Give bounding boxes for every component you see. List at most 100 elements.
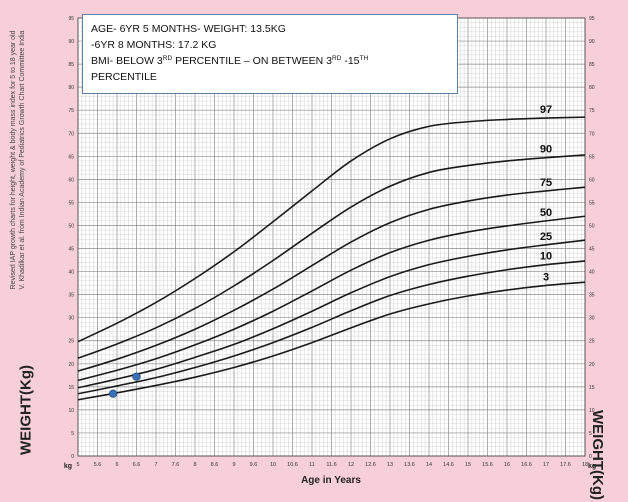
y-axis-title-right: WEIGHT(Kg) xyxy=(589,410,606,500)
y-tick-label-left: 90 xyxy=(68,39,74,45)
y-tick-label-left: 20 xyxy=(68,362,74,368)
x-tick-label: 14.6 xyxy=(443,462,454,468)
x-tick-label: 8.6 xyxy=(211,462,219,468)
y-tick-label-left: 5 xyxy=(71,431,74,437)
y-unit-left: kg xyxy=(64,463,72,470)
percentile-curve-25 xyxy=(77,239,586,389)
percentile-label-50: 50 xyxy=(540,207,552,219)
annotation-line-3: BMI- BELOW 3RD PERCENTILE – ON BETWEEN 3… xyxy=(91,53,449,69)
x-tick-label: 18 xyxy=(582,462,588,468)
percentile-curve-75 xyxy=(77,186,586,372)
x-tick-label: 15 xyxy=(465,462,471,468)
annotation-line-1: AGE- 6YR 5 MONTHS- WEIGHT: 13.5KG xyxy=(91,23,286,35)
percentile-curve-97 xyxy=(77,116,586,343)
y-tick-label-right: 40 xyxy=(589,270,595,276)
percentile-curves: 97 90 75 50 25 10 3 xyxy=(77,104,586,401)
y-tick-label-left: 80 xyxy=(68,85,74,91)
y-tick-label-left: 35 xyxy=(68,293,74,299)
y-tick-label-left: 95 xyxy=(68,16,74,22)
y-tick-label-right: 70 xyxy=(589,131,595,137)
y-tick-label-left: 25 xyxy=(68,339,74,345)
x-tick-label: 10 xyxy=(270,462,276,468)
x-tick-label: 17 xyxy=(543,462,549,468)
x-tick-label: 17.6 xyxy=(560,462,571,468)
x-tick-label: 16 xyxy=(504,462,510,468)
data-point xyxy=(108,389,118,398)
y-tick-label-left: 65 xyxy=(68,154,74,160)
x-axis-title: Age in Years xyxy=(301,475,361,486)
y-tick-label-right: 90 xyxy=(589,39,595,45)
annotation-line-3-a: BMI- BELOW 3 xyxy=(91,55,163,67)
y-tick-label-right: 10 xyxy=(589,408,595,414)
y-tick-label-right: 85 xyxy=(589,62,595,68)
y-tick-label-left: 15 xyxy=(68,385,74,391)
y-tick-label-right: 45 xyxy=(589,247,595,253)
percentile-curve-10 xyxy=(77,260,586,395)
x-tick-label: 6 xyxy=(115,462,118,468)
x-tick-label: 8 xyxy=(193,462,196,468)
y-tick-label-left: 70 xyxy=(68,131,74,137)
y-tick-label-right: 55 xyxy=(589,200,595,206)
x-tick-label: 16.6 xyxy=(521,462,532,468)
y-tick-label-right: 75 xyxy=(589,108,595,114)
source-note-text: Revised IAP growth charts for height, we… xyxy=(10,30,26,290)
x-tick-label: 9.6 xyxy=(250,462,258,468)
x-tick-label: 13 xyxy=(387,462,393,468)
y-tick-label-left: 75 xyxy=(68,108,74,114)
x-tick-label: 15.6 xyxy=(482,462,493,468)
percentile-label-10: 10 xyxy=(540,251,552,263)
y-unit-right: kg xyxy=(588,463,596,470)
y-tick-label-right: 60 xyxy=(589,177,595,183)
y-tick-label-right: 35 xyxy=(589,293,595,299)
y-tick-label-left: 45 xyxy=(68,247,74,253)
annotation-box: AGE- 6YR 5 MONTHS- WEIGHT: 13.5KG -6YR 8… xyxy=(82,14,458,94)
y-tick-label-left: 30 xyxy=(68,316,74,322)
percentile-label-25: 25 xyxy=(540,231,552,243)
y-tick-label-left: 50 xyxy=(68,223,74,229)
y-tick-label-left: 0 xyxy=(71,454,74,460)
y-tick-label-left: 85 xyxy=(68,62,74,68)
x-tick-label: 7 xyxy=(154,462,157,468)
x-tick-label: 7.6 xyxy=(172,462,180,468)
source-note: Revised IAP growth charts for height, we… xyxy=(6,10,30,310)
data-points xyxy=(108,372,141,398)
x-tick-label: 11.6 xyxy=(326,462,336,468)
percentile-curve-50 xyxy=(77,215,586,382)
percentile-curve-90 xyxy=(77,154,586,360)
annotation-line-3-sup3: TH xyxy=(359,55,369,62)
percentile-label-90: 90 xyxy=(540,144,552,156)
x-tick-label: 11 xyxy=(309,462,315,468)
percentile-label-97: 97 xyxy=(540,104,552,116)
annotation-line-3-sup1: RD xyxy=(162,55,173,62)
y-tick-label-left: 60 xyxy=(68,177,74,183)
y-tick-label-right: 5 xyxy=(589,431,592,437)
annotation-line-2: -6YR 8 MONTHS: 17.2 KG xyxy=(91,39,217,51)
data-point xyxy=(132,372,141,381)
annotation-line-3-c: -15 xyxy=(341,55,360,67)
x-tick-label: 13.6 xyxy=(404,462,415,468)
x-tick-label: 10.6 xyxy=(287,462,298,468)
x-tick-label: 12 xyxy=(348,462,354,468)
x-tick-label: 5.6 xyxy=(94,462,102,468)
y-tick-label-right: 65 xyxy=(589,154,595,160)
annotation-line-3-sup2: RD xyxy=(332,55,342,62)
y-tick-label-right: 15 xyxy=(589,385,595,391)
percentile-label-75: 75 xyxy=(540,177,552,189)
x-tick-label: 14 xyxy=(426,462,432,468)
y-tick-label-right: 20 xyxy=(589,362,595,368)
y-tick-label-right: 80 xyxy=(589,85,595,91)
x-tick-label: 12.6 xyxy=(365,462,376,468)
y-tick-label-left: 55 xyxy=(68,200,74,206)
y-axis-title-left: WEIGHT(Kg) xyxy=(17,365,35,455)
y-tick-label-right: 25 xyxy=(589,339,595,345)
percentile-label-3: 3 xyxy=(543,271,549,283)
x-tick-label: 6.6 xyxy=(133,462,141,468)
y-tick-label-right: 95 xyxy=(589,16,595,22)
x-tick-label: 9 xyxy=(232,462,235,468)
annotation-line-3-b: PERCENTILE – ON BETWEEN 3 xyxy=(172,55,333,67)
y-tick-label-right: 30 xyxy=(589,316,595,322)
x-tick-label: 5 xyxy=(76,462,79,468)
percentile-curve-3 xyxy=(77,281,586,401)
y-tick-label-left: 40 xyxy=(68,270,74,276)
